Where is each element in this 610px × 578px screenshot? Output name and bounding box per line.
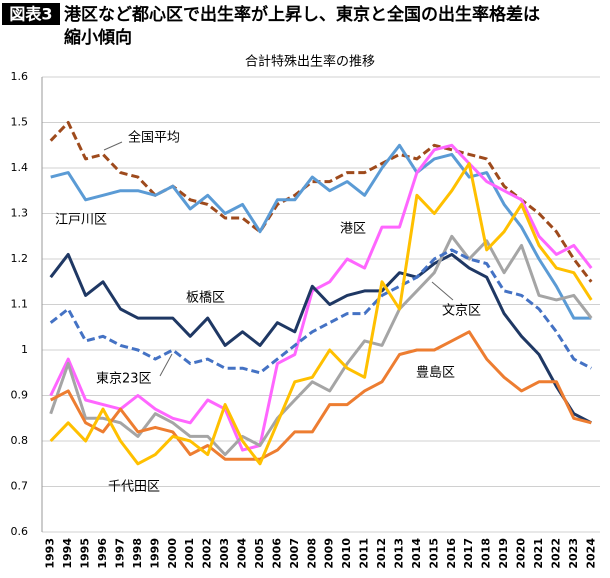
series-line [50,330,592,461]
x-tick-label: 2005 [253,538,266,569]
x-tick-label: 2008 [305,538,318,569]
series-label: 全国平均 [128,130,180,146]
series-line [49,162,593,466]
y-tick-label: 0.9 [11,389,29,402]
arrow [103,141,123,151]
x-tick-label: 2004 [236,538,249,569]
x-tick-label: 2000 [166,538,179,569]
x-tick-label: 2007 [288,538,301,569]
y-tick-label: 1.4 [11,161,29,174]
chart-title: 港区など都心区で出生率が上昇し、東京と全国の出生率格差は [64,4,540,25]
series-line [49,252,592,425]
series-label: 千代田区 [108,480,160,495]
series-line [49,248,592,375]
series-line [50,143,592,320]
x-tick-label: 2009 [323,538,336,569]
series-label: 豊島区 [416,366,455,381]
x-tick-label: 2006 [270,538,283,569]
series-line [49,121,593,283]
x-tick-label: 1997 [113,538,126,569]
series-label: 板橋区 [186,291,225,306]
x-tick-label: 1996 [96,538,109,569]
x-tick-label: 2023 [567,538,580,569]
x-tick-label: 2010 [340,538,353,569]
x-tick-label: 2002 [201,538,214,569]
x-tick-label: 2021 [532,538,545,569]
x-tick-label: 2017 [462,538,475,569]
x-tick-label: 2011 [358,538,371,569]
x-tick-label: 2003 [218,538,231,569]
y-tick-label: 0.8 [11,434,29,447]
x-tick-label: 1995 [79,538,92,569]
series-line [49,143,593,452]
chart-title: 縮小傾向 [64,27,132,48]
x-tick-label: 2022 [549,538,562,569]
y-tick-label: 1.6 [11,70,29,83]
chart-subtitle: 合計特殊出生率の推移 [245,54,375,70]
x-tick-label: 1994 [61,538,74,569]
x-tick-label: 2019 [497,538,510,569]
x-tick-label: 2020 [515,538,528,569]
y-tick-label: 0.7 [11,480,29,493]
x-tick-label: 1993 [44,538,57,569]
badge-box [2,3,60,25]
series-label: 東京23区 [96,371,152,387]
y-tick-label: 1.3 [11,207,29,220]
x-tick-label: 2014 [410,538,423,569]
x-tick-label: 1998 [131,538,144,569]
series-label: 港区 [340,222,366,237]
y-tick-label: 1.2 [11,252,29,265]
arrow [159,353,173,377]
x-tick-label: 2016 [445,538,458,569]
y-tick-label: 1.1 [11,298,29,311]
x-tick-label: 2015 [427,538,440,569]
y-tick-label: 0.6 [11,525,29,538]
x-tick-label: 2024 [584,538,597,569]
series-label: 江戸川区 [55,213,107,228]
y-tick-label: 1 [21,343,28,356]
x-tick-label: 2001 [183,538,196,569]
x-tick-label: 2012 [375,538,388,569]
x-tick-label: 2013 [392,538,405,569]
y-tick-label: 1.5 [11,116,29,129]
x-tick-label: 1999 [148,538,161,569]
x-tick-label: 2018 [480,538,493,569]
badge: 図表3 [9,5,52,24]
series-label: 文京区 [442,304,481,319]
arrow [431,281,454,301]
